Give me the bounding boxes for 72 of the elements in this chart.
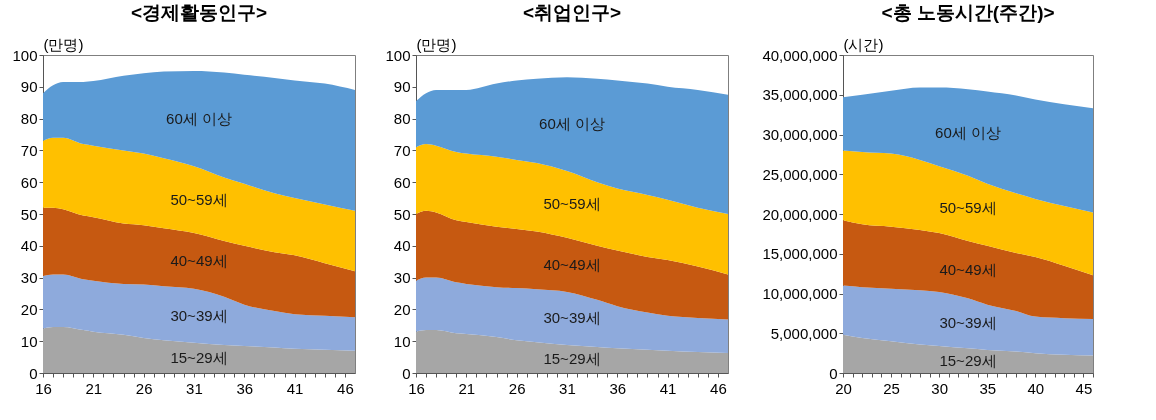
y-axis-title: (만명) bbox=[43, 35, 84, 53]
series-label: 60세 이상 bbox=[539, 115, 605, 133]
y-tick-label: 30 bbox=[393, 269, 411, 287]
y-tick-label: 70 bbox=[20, 141, 38, 159]
y-tick-label: 20,000,000 bbox=[762, 205, 838, 223]
x-tick-label: 31 bbox=[559, 379, 576, 397]
y-tick-label: 40 bbox=[393, 237, 411, 255]
series-label: 40~49세 bbox=[939, 260, 997, 278]
series-label: 50~59세 bbox=[170, 190, 228, 208]
y-tick-label: 20 bbox=[393, 300, 411, 318]
y-tick-label: 30,000,000 bbox=[762, 126, 838, 143]
y-tick-label: 90 bbox=[20, 78, 38, 96]
x-tick-label: 41 bbox=[659, 379, 677, 397]
x-tick-label: 20 bbox=[835, 379, 852, 397]
series-label: 30~39세 bbox=[543, 309, 601, 327]
y-tick-label: 25,000,000 bbox=[762, 165, 838, 183]
y-tick-label: 90 bbox=[393, 78, 411, 96]
y-tick-label: 0 bbox=[829, 364, 838, 382]
series-label: 60세 이상 bbox=[935, 123, 1001, 141]
y-tick-label: 70 bbox=[393, 141, 411, 159]
y-tick-label: 100 bbox=[12, 46, 38, 64]
y-tick-label: 50 bbox=[20, 205, 38, 223]
x-tick-label: 35 bbox=[979, 379, 997, 397]
y-tick-label: 60 bbox=[393, 173, 411, 191]
x-tick-label: 31 bbox=[186, 379, 203, 397]
y-tick-label: 15,000,000 bbox=[762, 245, 838, 263]
x-tick-label: 45 bbox=[1075, 379, 1093, 397]
series-label: 50~59세 bbox=[939, 199, 997, 217]
series-label: 30~39세 bbox=[939, 314, 997, 332]
series-label: 40~49세 bbox=[543, 255, 601, 273]
chart-title: <총 노동시간(주간)> bbox=[881, 2, 1055, 23]
x-tick-label: 46 bbox=[710, 379, 727, 397]
y-tick-label: 80 bbox=[20, 110, 38, 128]
y-tick-label: 40,000,000 bbox=[762, 46, 838, 64]
x-tick-label: 36 bbox=[609, 379, 627, 397]
series-label: 50~59세 bbox=[543, 195, 601, 213]
series-label: 30~39세 bbox=[170, 306, 228, 324]
y-tick-label: 30 bbox=[20, 269, 38, 287]
y-tick-label: 10 bbox=[393, 332, 411, 350]
x-tick-label: 46 bbox=[337, 379, 354, 397]
x-tick-label: 16 bbox=[35, 379, 52, 397]
chart-title: <경제활동인구> bbox=[130, 2, 268, 23]
x-tick-label: 30 bbox=[931, 379, 948, 397]
series-label: 40~49세 bbox=[170, 251, 228, 269]
y-tick-label: 20 bbox=[20, 300, 38, 318]
y-tick-label: 0 bbox=[29, 364, 38, 382]
y-tick-label: 10 bbox=[20, 332, 38, 350]
y-axis-title: (만명) bbox=[416, 35, 457, 53]
y-tick-label: 80 bbox=[393, 110, 411, 128]
chart-title: <취업인구> bbox=[522, 2, 622, 23]
y-tick-label: 40 bbox=[20, 237, 38, 255]
series-label: 15~29세 bbox=[543, 350, 601, 368]
y-tick-label: 100 bbox=[385, 46, 411, 64]
x-tick-label: 26 bbox=[508, 379, 526, 397]
x-tick-label: 40 bbox=[1027, 379, 1045, 397]
y-tick-label: 10,000,000 bbox=[762, 285, 838, 302]
y-axis-title: (시간) bbox=[843, 35, 884, 53]
y-tick-label: 0 bbox=[402, 364, 411, 382]
series-label: 60세 이상 bbox=[166, 109, 232, 127]
x-tick-label: 21 bbox=[458, 379, 476, 397]
series-label: 15~29세 bbox=[170, 348, 228, 366]
y-tick-label: 60 bbox=[20, 173, 38, 191]
y-tick-label: 50 bbox=[393, 205, 411, 223]
x-tick-label: 25 bbox=[883, 379, 900, 397]
x-tick-label: 26 bbox=[135, 379, 153, 397]
y-tick-label: 5,000,000 bbox=[770, 324, 838, 342]
y-tick-label: 35,000,000 bbox=[762, 86, 838, 104]
x-tick-label: 41 bbox=[286, 379, 304, 397]
x-tick-label: 36 bbox=[236, 379, 254, 397]
x-tick-label: 16 bbox=[408, 379, 425, 397]
x-tick-label: 21 bbox=[85, 379, 103, 397]
series-label: 15~29세 bbox=[939, 351, 997, 369]
